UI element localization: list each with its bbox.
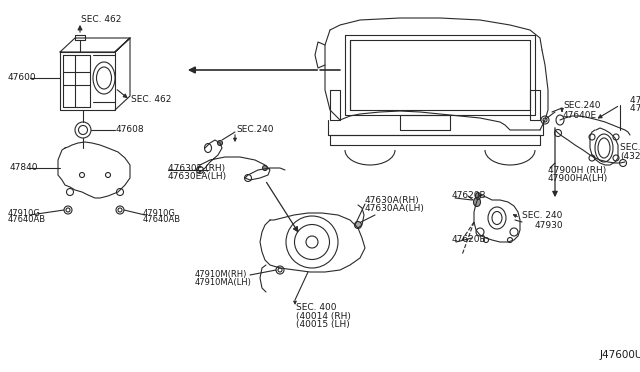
Text: SEC. 240: SEC. 240 <box>522 211 563 219</box>
Text: 47630EA(LH): 47630EA(LH) <box>168 171 227 180</box>
Text: (40014 (RH): (40014 (RH) <box>296 311 351 321</box>
Text: 47910M(RH): 47910M(RH) <box>195 270 248 279</box>
Text: 47620B: 47620B <box>452 235 486 244</box>
Text: 47640E: 47640E <box>563 110 597 119</box>
Text: 47640AA (LH): 47640AA (LH) <box>630 103 640 112</box>
Text: SEC. 430: SEC. 430 <box>620 144 640 153</box>
Ellipse shape <box>262 166 268 170</box>
Text: 47930: 47930 <box>535 221 564 230</box>
Text: SEC. 462: SEC. 462 <box>131 96 172 105</box>
Ellipse shape <box>355 221 362 228</box>
Text: J47600UB: J47600UB <box>600 350 640 360</box>
Text: 47910G: 47910G <box>143 208 176 218</box>
Text: 47640A (RH): 47640A (RH) <box>630 96 640 105</box>
Text: 47630E (RH): 47630E (RH) <box>168 164 225 173</box>
Text: 47640AB: 47640AB <box>8 215 46 224</box>
Text: 47630AA(LH): 47630AA(LH) <box>365 203 425 212</box>
Text: 47640AB: 47640AB <box>143 215 181 224</box>
Text: SEC. 400: SEC. 400 <box>296 304 337 312</box>
Text: SEC.240: SEC.240 <box>563 102 600 110</box>
Text: 47600: 47600 <box>8 74 36 83</box>
Text: 47900H (RH): 47900H (RH) <box>548 166 606 174</box>
Text: 47910MA(LH): 47910MA(LH) <box>195 279 252 288</box>
Text: SEC. 462: SEC. 462 <box>81 16 122 25</box>
Text: (40015 (LH): (40015 (LH) <box>296 320 349 328</box>
Ellipse shape <box>218 141 223 145</box>
Text: 47910G: 47910G <box>8 208 41 218</box>
Ellipse shape <box>476 192 481 199</box>
Text: 47608: 47608 <box>116 125 145 135</box>
Text: SEC.240: SEC.240 <box>236 125 273 135</box>
Ellipse shape <box>474 198 481 206</box>
Text: 47620B: 47620B <box>452 190 486 199</box>
Text: 47900HA(LH): 47900HA(LH) <box>548 173 608 183</box>
Text: 47630A(RH): 47630A(RH) <box>365 196 420 205</box>
Text: 47840: 47840 <box>10 164 38 173</box>
Text: (43202): (43202) <box>620 153 640 161</box>
